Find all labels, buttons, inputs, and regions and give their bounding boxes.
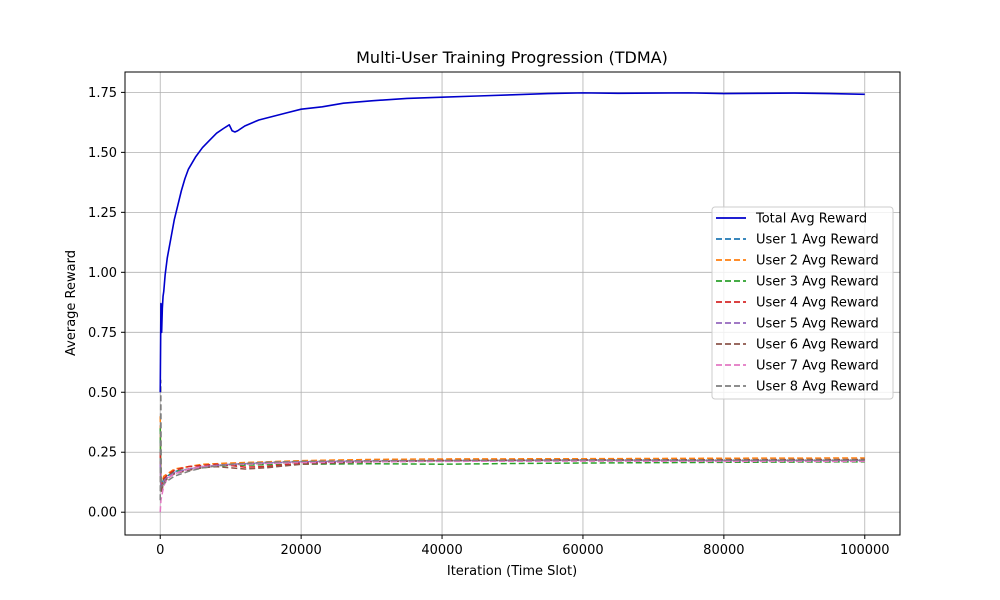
legend-label: User 5 Avg Reward bbox=[756, 317, 879, 332]
legend: Total Avg Reward User 1 Avg Reward User 2 … bbox=[711, 206, 894, 400]
x-tick-label: 80000 bbox=[703, 543, 744, 558]
legend-label: User 6 Avg Reward bbox=[756, 338, 879, 353]
series-line-total-avg-reward bbox=[159, 92, 865, 393]
legend-label: User 7 Avg Reward bbox=[756, 359, 879, 374]
y-tick-label: 1.75 bbox=[88, 86, 117, 101]
x-tick-label: 40000 bbox=[421, 543, 462, 558]
x-tick-label: 60000 bbox=[562, 543, 603, 558]
y-tick-label: 0.00 bbox=[88, 506, 117, 521]
legend-label: User 4 Avg Reward bbox=[756, 296, 879, 311]
y-tick-label: 1.00 bbox=[88, 266, 117, 281]
legend-label: User 1 Avg Reward bbox=[756, 233, 879, 248]
x-axis-ticks: 0 20000 40000 60000 80000 100000 bbox=[156, 535, 890, 558]
y-tick-label: 0.25 bbox=[88, 446, 117, 461]
legend-label: User 3 Avg Reward bbox=[756, 275, 879, 290]
x-tick-label: 20000 bbox=[280, 543, 321, 558]
series-lines bbox=[159, 92, 865, 513]
legend-label: User 8 Avg Reward bbox=[756, 380, 879, 395]
x-tick-label: 100000 bbox=[840, 543, 890, 558]
chart-title: Multi-User Training Progression (TDMA) bbox=[356, 48, 668, 67]
y-tick-label: 0.75 bbox=[88, 326, 117, 341]
series-line-user-3-avg-reward bbox=[159, 428, 865, 487]
y-axis-ticks: 0.00 0.25 0.50 0.75 1.00 1.25 1.50 1.75 bbox=[88, 86, 125, 521]
y-axis-title: Average Reward bbox=[64, 250, 79, 356]
y-tick-label: 0.50 bbox=[88, 386, 117, 401]
y-tick-label: 1.50 bbox=[88, 146, 117, 161]
x-tick-label: 0 bbox=[156, 543, 164, 558]
series-line-user-8-avg-reward bbox=[159, 379, 865, 501]
legend-box bbox=[711, 206, 894, 400]
legend-label: Total Avg Reward bbox=[755, 212, 867, 227]
plot-frame bbox=[124, 71, 901, 536]
y-tick-label: 1.25 bbox=[88, 206, 117, 221]
legend-label: User 2 Avg Reward bbox=[756, 254, 879, 269]
x-axis-title: Iteration (Time Slot) bbox=[447, 564, 577, 579]
